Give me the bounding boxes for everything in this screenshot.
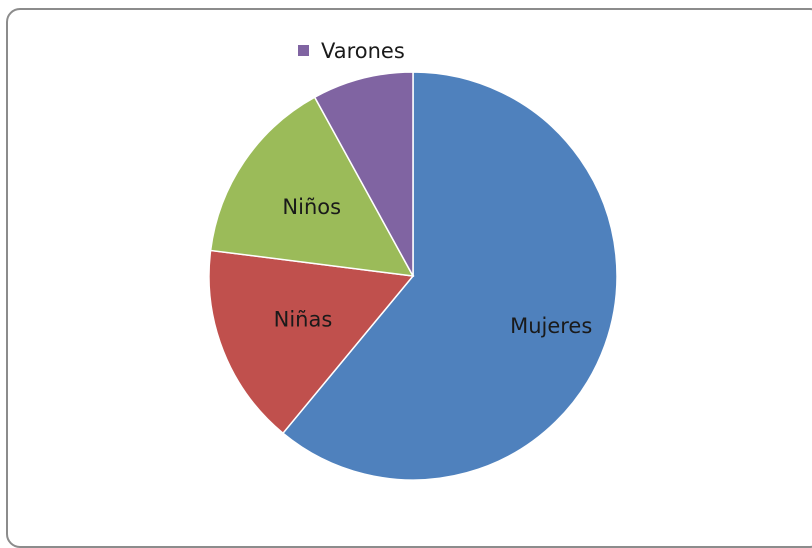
pie-slices — [208, 71, 618, 481]
pie-labels: Mujeres Niñas Niños — [274, 195, 593, 338]
pie-slice-varones — [313, 71, 414, 277]
legend-swatch-varones — [298, 45, 309, 56]
pie-chart: Mujeres Niñas Niños Varones — [208, 39, 618, 481]
pie-slice-niños — [209, 96, 415, 277]
slice-label-niños: Niños — [282, 195, 341, 219]
pie-slice-mujeres — [281, 71, 618, 481]
pie-slice-niñas — [208, 249, 415, 435]
slice-label-mujeres: Mujeres — [510, 314, 592, 338]
slice-label-niñas: Niñas — [274, 308, 333, 332]
legend: Varones — [298, 39, 405, 63]
legend-label-varones: Varones — [321, 39, 405, 63]
